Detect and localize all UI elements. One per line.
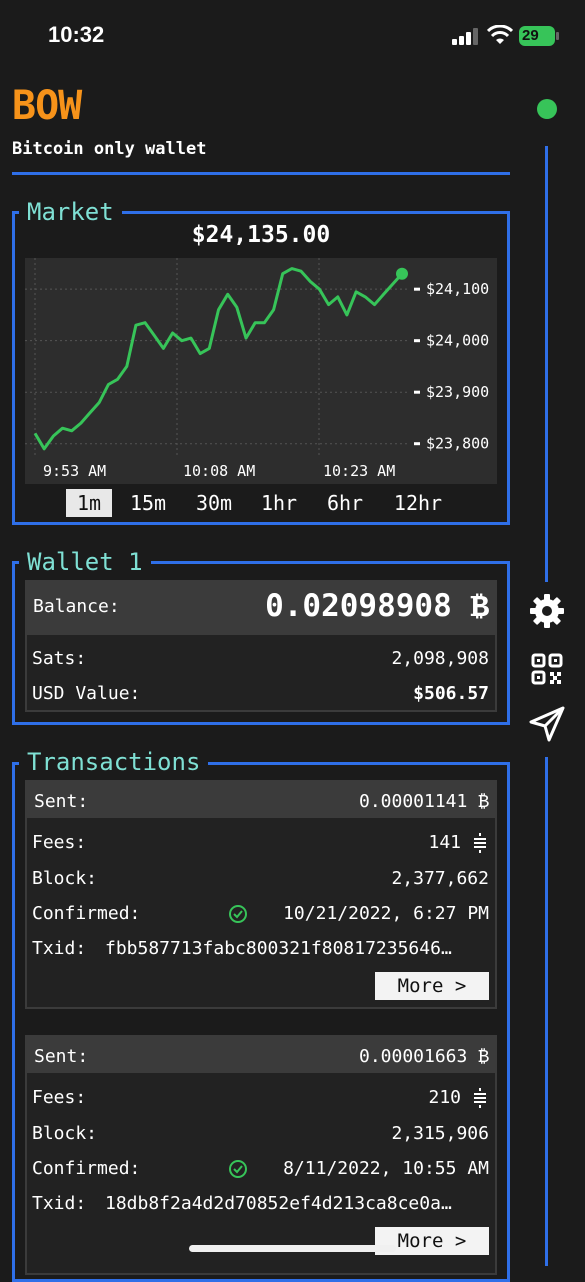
txid-value[interactable]: fbb587713fabc800321f80817235646…	[105, 938, 452, 959]
status-time: 10:32	[48, 22, 105, 47]
usd-label: USD Value:	[32, 683, 141, 704]
confirmed-label: Confirmed:	[32, 1158, 141, 1179]
sats-label: Sats:	[32, 648, 87, 669]
sats-icon	[474, 1088, 486, 1108]
wifi-icon	[487, 25, 513, 44]
timeframe-15m[interactable]: 15m	[129, 491, 167, 515]
y-tick-mark	[414, 442, 420, 446]
fees-label: Fees:	[32, 1087, 87, 1108]
check-circle-icon	[229, 905, 247, 923]
wallet-section	[12, 561, 510, 725]
tx-amount: 0.00001141 ₿	[358, 791, 489, 812]
block-label: Block:	[32, 868, 98, 889]
price-chart: $24,100 $24,000 $23,900 $23,800 9:53 AM 10:08…	[25, 258, 497, 484]
fees-value: 210	[428, 1087, 461, 1108]
price-chart-svg: $24,100 $24,000 $23,900 $23,800 9:53 AM 10:08…	[25, 258, 489, 480]
balance-value: 0.02098908 ₿	[265, 588, 489, 624]
balance-label: Balance:	[33, 596, 120, 617]
txid-value[interactable]: 18db8f2a4d2d70852ef4d213ca8ce0a…	[105, 1193, 452, 1214]
gear-icon[interactable]	[529, 593, 565, 629]
tx-amount: 0.00001663 ₿	[358, 1046, 489, 1067]
sats-value: 2,098,908	[391, 648, 489, 669]
market-section	[12, 211, 510, 525]
transaction-card: Sent: 0.00001663 ₿ Fees: 210 Block: 2,31…	[25, 1035, 497, 1275]
confirmed-value: 8/11/2022, 10:55 AM	[283, 1158, 489, 1179]
y-tick-label: $23,900	[426, 383, 489, 401]
connection-status-dot	[537, 99, 557, 119]
x-tick-label: 10:08 AM	[183, 462, 255, 480]
qr-code-icon[interactable]	[531, 653, 563, 685]
y-tick-label: $24,100	[426, 280, 489, 298]
txid-label: Txid:	[32, 938, 87, 959]
y-tick-label: $24,000	[426, 332, 489, 350]
home-indicator[interactable]	[189, 1245, 396, 1252]
rail-line-bottom	[545, 757, 548, 1266]
app-logo: BOW	[12, 83, 82, 129]
timeframe-12hr[interactable]: 12hr	[393, 491, 443, 515]
tx-type-label: Sent:	[34, 1046, 89, 1067]
fees-value: 141	[428, 832, 461, 853]
timeframe-1m[interactable]: 1m	[66, 489, 112, 517]
x-tick-label: 9:53 AM	[43, 462, 106, 480]
x-tick-label: 10:23 AM	[323, 462, 395, 480]
transaction-header: Sent: 0.00001141 ₿	[27, 782, 495, 818]
wallet-balance-row: Balance: 0.02098908 ₿	[25, 580, 497, 633]
y-tick-mark	[414, 390, 420, 394]
block-value: 2,315,906	[391, 1123, 489, 1144]
y-tick-mark	[414, 287, 420, 291]
sats-icon	[474, 833, 486, 853]
wallet-details: Sats: 2,098,908 USD Value: $506.57	[25, 633, 497, 712]
price-series-line	[33, 267, 404, 451]
rail-line-top	[545, 146, 548, 582]
transaction-header: Sent: 0.00001663 ₿	[27, 1037, 495, 1073]
wallet-title: Wallet 1	[19, 548, 151, 576]
more-button[interactable]: More >	[375, 1227, 489, 1255]
send-icon[interactable]	[529, 706, 565, 742]
more-button[interactable]: More >	[375, 972, 489, 1000]
check-circle-icon	[229, 1160, 247, 1178]
block-label: Block:	[32, 1123, 98, 1144]
fees-label: Fees:	[32, 832, 87, 853]
tx-type-label: Sent:	[34, 791, 89, 812]
latest-price-point	[396, 267, 408, 280]
battery-indicator: 29	[519, 26, 559, 46]
txid-label: Txid:	[32, 1193, 87, 1214]
transactions-title: Transactions	[19, 748, 209, 776]
market-title: Market	[19, 198, 122, 226]
timeframe-30m[interactable]: 30m	[195, 491, 233, 515]
confirmed-label: Confirmed:	[32, 903, 141, 924]
cellular-signal-icon	[452, 28, 478, 45]
market-price: $24,135.00	[191, 222, 331, 248]
confirmed-value: 10/21/2022, 6:27 PM	[283, 903, 489, 924]
header-divider	[12, 172, 510, 175]
timeframe-6hr[interactable]: 6hr	[326, 491, 364, 515]
y-tick-mark	[414, 339, 420, 343]
app-subtitle: Bitcoin only wallet	[12, 139, 207, 159]
y-tick-label: $23,800	[426, 435, 489, 453]
timeframe-1hr[interactable]: 1hr	[260, 491, 298, 515]
block-value: 2,377,662	[391, 868, 489, 889]
transaction-card: Sent: 0.00001141 ₿ Fees: 141 Block: 2,37…	[25, 780, 497, 1009]
usd-value: $506.57	[413, 683, 489, 704]
